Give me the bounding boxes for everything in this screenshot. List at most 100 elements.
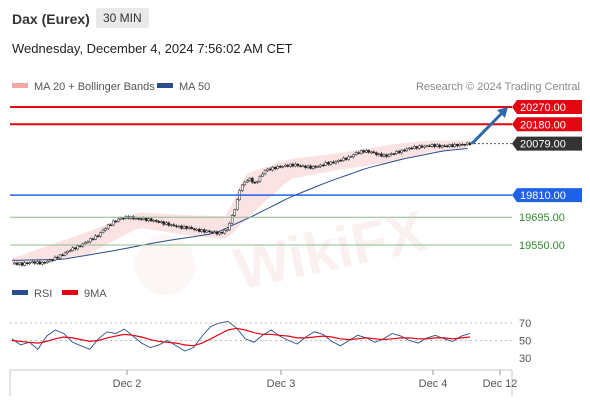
candle-body bbox=[122, 217, 125, 220]
candle-body bbox=[311, 165, 315, 169]
candle-body bbox=[281, 165, 285, 168]
candle-body bbox=[380, 153, 383, 157]
candle-body bbox=[74, 247, 77, 250]
candle-body bbox=[144, 217, 148, 221]
candle-body bbox=[94, 235, 97, 240]
candle-body bbox=[152, 220, 155, 222]
candle-body bbox=[448, 144, 452, 147]
candle-body bbox=[215, 231, 219, 235]
candle-body bbox=[104, 228, 107, 231]
bollinger-band bbox=[12, 140, 468, 267]
candle-body bbox=[327, 162, 330, 165]
rsi-legend-swatch bbox=[12, 290, 28, 295]
candle-body bbox=[142, 217, 145, 220]
wikifx-watermark: WikiFX bbox=[135, 199, 431, 302]
candle-body bbox=[385, 154, 388, 157]
candle-body bbox=[63, 252, 67, 256]
candle-body bbox=[243, 181, 247, 186]
candle-body bbox=[51, 259, 54, 262]
candle-body bbox=[466, 142, 469, 145]
candle-body bbox=[165, 222, 168, 225]
candle-body bbox=[365, 150, 368, 153]
candle-body bbox=[458, 144, 462, 147]
candle-body bbox=[286, 164, 290, 167]
candle-body bbox=[382, 154, 386, 157]
candle-body bbox=[36, 261, 39, 264]
ma-bollinger-legend-swatch bbox=[12, 83, 28, 88]
candle-body bbox=[395, 151, 398, 154]
rsi-plot: 70 50 30 bbox=[10, 318, 531, 365]
candle-body bbox=[430, 144, 434, 147]
candle-body bbox=[276, 166, 279, 170]
candle-body bbox=[253, 182, 257, 184]
candle-body bbox=[367, 150, 371, 153]
timeframe-button[interactable]: 30 MIN bbox=[96, 8, 149, 28]
x-tick-label: Dec 2 bbox=[113, 378, 142, 390]
candle-body bbox=[435, 144, 439, 148]
candle-body bbox=[375, 152, 378, 155]
chart-header: Dax (Eurex) 30 MIN Wednesday, December 4… bbox=[0, 0, 590, 70]
candle-body bbox=[190, 226, 193, 229]
candle-body bbox=[440, 145, 444, 148]
candle-body bbox=[392, 153, 396, 155]
chart-datetime: Wednesday, December 4, 2024 7:56:02 AM C… bbox=[12, 41, 293, 56]
candle-body bbox=[99, 232, 102, 237]
candle-body bbox=[170, 224, 173, 226]
x-tick-label: Dec 3 bbox=[267, 378, 296, 390]
candle-body bbox=[443, 145, 446, 147]
candle-body bbox=[319, 164, 322, 167]
ma-bollinger-legend-label: MA 20 + Bollinger Bands bbox=[34, 81, 155, 93]
candle-body bbox=[180, 225, 183, 229]
candle-body bbox=[410, 147, 414, 150]
candle-body bbox=[344, 157, 348, 160]
candle-body bbox=[225, 229, 229, 232]
candle-body bbox=[38, 261, 42, 265]
candle-body bbox=[33, 261, 37, 264]
candle-body bbox=[456, 143, 459, 147]
candle-body bbox=[162, 221, 166, 225]
candle-body bbox=[91, 238, 95, 240]
support-level-label: 19550.00 bbox=[519, 240, 565, 252]
x-axis: Dec 2 Dec 3 Dec 4 Dec 12 bbox=[113, 370, 518, 390]
candle-body bbox=[28, 262, 31, 265]
x-tick-label: Dec 12 bbox=[483, 378, 518, 390]
current-level-tag bbox=[512, 136, 582, 151]
candle-body bbox=[182, 226, 186, 229]
ma50-legend-label: MA 50 bbox=[179, 81, 210, 93]
candle-body bbox=[76, 245, 80, 250]
candle-body bbox=[84, 242, 87, 245]
candle-body bbox=[13, 262, 16, 265]
candle-body bbox=[149, 218, 153, 222]
candle-body bbox=[109, 224, 112, 227]
candle-body bbox=[321, 164, 325, 167]
candle-body bbox=[359, 150, 363, 154]
candle-body bbox=[137, 217, 140, 220]
candle-body bbox=[79, 245, 82, 248]
rsi-ma-legend-label: 9MA bbox=[84, 288, 107, 300]
candle-body bbox=[61, 254, 64, 257]
candle-body bbox=[210, 231, 214, 234]
candle-body bbox=[25, 262, 29, 265]
candle-body bbox=[390, 153, 393, 155]
candle-body bbox=[438, 144, 441, 148]
candle-body bbox=[387, 154, 391, 157]
candle-body bbox=[263, 170, 267, 175]
candle-body bbox=[357, 152, 360, 154]
rsi-ma-line bbox=[11, 327, 471, 347]
candle-body bbox=[167, 222, 171, 226]
candle-body bbox=[352, 154, 355, 158]
candle-body bbox=[66, 250, 69, 254]
candle-body bbox=[433, 144, 436, 148]
x-tick-label: Dec 4 bbox=[419, 378, 448, 390]
candle-body bbox=[213, 231, 216, 233]
candle-body bbox=[177, 225, 181, 228]
pivot-level-label: 19810.00 bbox=[520, 190, 566, 202]
candle-body bbox=[306, 165, 310, 168]
candle-body bbox=[53, 256, 57, 261]
candle-body bbox=[316, 166, 320, 168]
target-level-label: 20180.00 bbox=[520, 119, 566, 131]
candle-body bbox=[362, 150, 365, 153]
candle-body bbox=[248, 177, 252, 181]
candle-body bbox=[203, 229, 206, 233]
